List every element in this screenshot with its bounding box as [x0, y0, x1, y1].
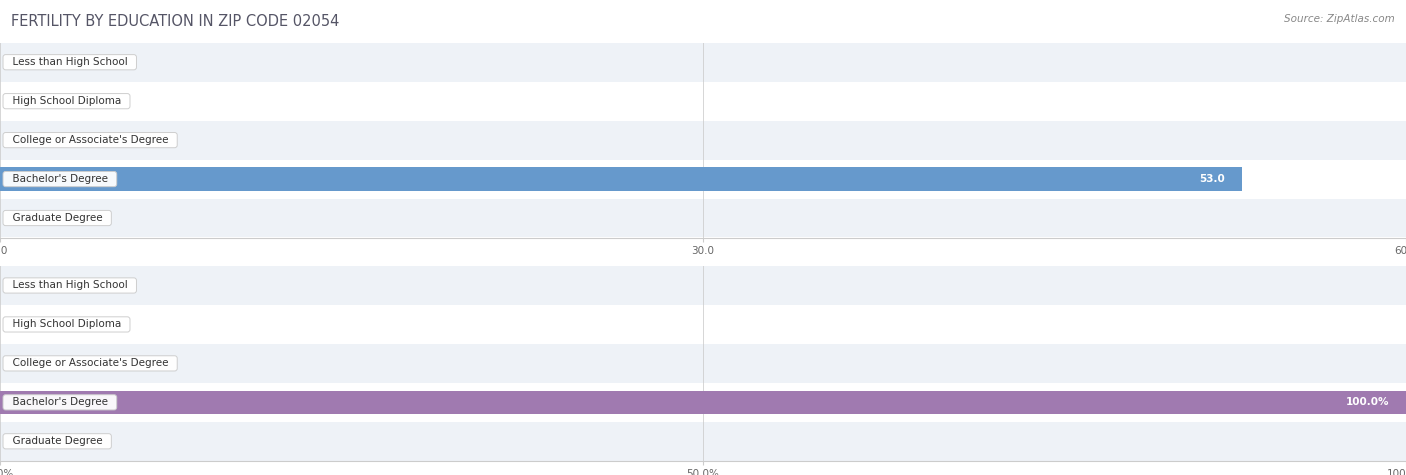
Text: Graduate Degree: Graduate Degree	[6, 213, 108, 223]
Text: 0.0: 0.0	[17, 57, 34, 67]
Bar	[0, 160, 1406, 199]
Text: 0.0: 0.0	[17, 135, 34, 145]
Text: 0.0: 0.0	[17, 96, 34, 106]
Bar	[0, 82, 1406, 121]
Text: Source: ZipAtlas.com: Source: ZipAtlas.com	[1284, 14, 1395, 24]
Bar	[0, 344, 1406, 383]
Text: High School Diploma: High School Diploma	[6, 319, 128, 330]
Bar	[0, 266, 1406, 305]
Text: College or Associate's Degree: College or Associate's Degree	[6, 358, 174, 369]
Bar	[0, 167, 1241, 191]
Bar	[0, 43, 1406, 82]
Text: 0.0%: 0.0%	[17, 358, 44, 369]
Bar	[0, 199, 1406, 238]
Text: College or Associate's Degree: College or Associate's Degree	[6, 135, 174, 145]
Bar	[0, 383, 1406, 422]
Text: FERTILITY BY EDUCATION IN ZIP CODE 02054: FERTILITY BY EDUCATION IN ZIP CODE 02054	[11, 14, 340, 29]
Text: 0.0: 0.0	[17, 213, 34, 223]
Bar	[0, 305, 1406, 344]
Text: 53.0: 53.0	[1199, 174, 1225, 184]
Text: 0.0%: 0.0%	[17, 436, 44, 446]
Text: Bachelor's Degree: Bachelor's Degree	[6, 174, 114, 184]
Text: Bachelor's Degree: Bachelor's Degree	[6, 397, 114, 408]
Text: 100.0%: 100.0%	[1346, 397, 1389, 408]
Bar	[0, 121, 1406, 160]
Text: Less than High School: Less than High School	[6, 57, 134, 67]
Text: Less than High School: Less than High School	[6, 280, 134, 291]
Text: 0.0%: 0.0%	[17, 280, 44, 291]
Bar	[0, 390, 1406, 414]
Text: 0.0%: 0.0%	[17, 319, 44, 330]
Text: Graduate Degree: Graduate Degree	[6, 436, 108, 446]
Bar	[0, 422, 1406, 461]
Text: High School Diploma: High School Diploma	[6, 96, 128, 106]
